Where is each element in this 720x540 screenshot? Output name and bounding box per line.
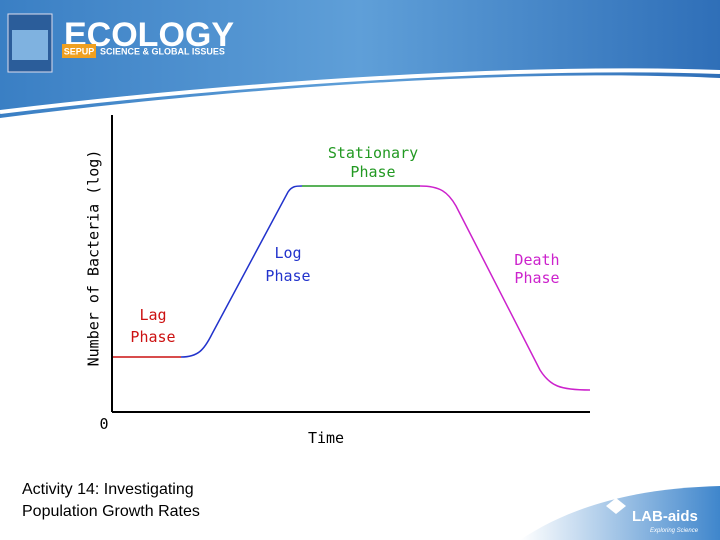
logo-name: LAB-aids [632,508,698,525]
logo-tagline: Exploring Science [650,528,699,534]
y-axis-label: Number of Bacteria (log) [85,150,103,367]
death-curve [419,185,591,391]
origin-label: 0 [99,415,108,433]
death-label: Phase [514,269,559,287]
x-axis-label: Time [308,429,344,447]
death-label: Death [514,251,559,269]
log-label: Log [274,244,301,262]
stationary-label: Phase [350,163,395,181]
lag-label: Phase [130,328,175,346]
header-wave [0,68,720,114]
caption: Population Growth Rates [22,503,200,520]
header-band [0,0,720,118]
log-label: Phase [265,267,310,285]
header-brand: SEPUP [64,47,95,57]
lag-label: Lag [139,306,166,324]
brand-box [62,44,96,58]
header-subtitle: SCIENCE & GLOBAL ISSUES [100,47,225,57]
stationary-label: Stationary [328,144,418,162]
log-curve [180,185,303,358]
caption: Activity 14: Investigating [22,481,194,498]
footer-swoosh [520,486,720,540]
book-image [12,30,48,60]
logo-icon [606,498,626,514]
